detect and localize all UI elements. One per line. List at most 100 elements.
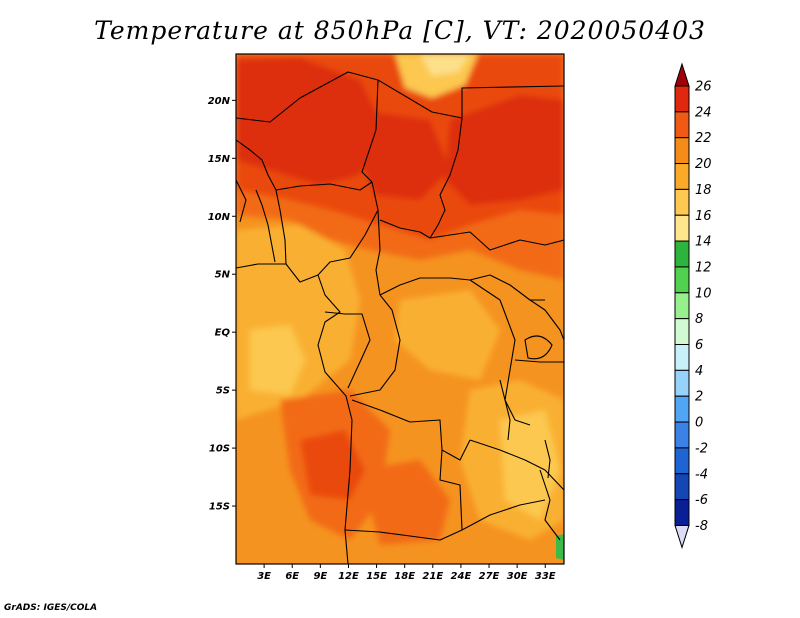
lat-tick-label: 15N <box>208 154 231 165</box>
lon-tick-label: 6E <box>285 571 299 582</box>
lon-tick-label: 24E <box>451 571 472 582</box>
border-sudan-ssudan <box>429 231 564 251</box>
border-congo-drc <box>349 294 401 397</box>
colorbar-label: -6 <box>695 493 708 508</box>
lon-tick-label: 27E <box>479 571 500 582</box>
lat-tick-label: 5N <box>215 270 231 281</box>
colorbar-box <box>674 214 690 242</box>
field-region-22-south <box>360 460 450 545</box>
border-niger-chad <box>361 79 379 183</box>
border-benin-togo <box>255 189 276 263</box>
lat-tick-label: 20N <box>208 96 231 107</box>
colorbar-label: 26 <box>695 80 712 95</box>
colorbar-label: 8 <box>695 312 703 327</box>
colorbar-box <box>674 499 690 526</box>
lat-tick-label: 15S <box>209 502 230 513</box>
border-mozambique <box>539 469 561 541</box>
colorbar-box <box>674 421 690 449</box>
colorbar-label: 24 <box>695 105 712 120</box>
temperature-field <box>236 54 564 564</box>
colorbar-bottom-triangle <box>674 524 690 550</box>
border-zambia-malawi <box>469 439 564 491</box>
lon-tick-label: 9E <box>313 571 327 582</box>
longitude-axis: 3E 6E 9E 12E 15E 18E 21E 24E 27E 30E 33E <box>257 564 556 582</box>
border-nigeria-cameroon <box>317 181 379 276</box>
colorbar-label: 22 <box>695 131 712 146</box>
border-benin-nigeria <box>275 189 287 265</box>
lat-tick-label: 10S <box>209 444 230 455</box>
colorbar-box <box>674 344 690 371</box>
coast-gulf-guinea <box>236 263 353 421</box>
coast-namibia <box>344 419 353 564</box>
field-region-16-southeast <box>500 410 560 520</box>
field-region-18-central <box>395 290 500 380</box>
colorbar-label: -4 <box>695 467 708 482</box>
border-ssudan-drc <box>469 274 545 301</box>
colorbar-box <box>674 292 690 320</box>
lon-tick-label: 33E <box>535 571 556 582</box>
colorbar-box <box>674 111 690 139</box>
border-drc-east <box>499 299 531 426</box>
lon-tick-label: 21E <box>422 571 443 582</box>
colorbar-box <box>674 85 690 113</box>
colorbar-box <box>674 137 690 165</box>
border-mali-niger <box>236 139 277 191</box>
colorbar-label: 0 <box>695 416 703 431</box>
map-title: Temperature at 850hPa [C], VT: 202005040… <box>94 16 706 45</box>
lon-tick-label: 30E <box>507 571 528 582</box>
lake-tanganyika <box>499 379 511 441</box>
lake-malawi <box>544 439 551 479</box>
border-niger-nigeria <box>275 181 373 191</box>
border-burkina <box>236 179 247 223</box>
colorbar-label: 20 <box>695 157 712 172</box>
field-region-16-coast <box>250 325 305 395</box>
field-region-26-east <box>445 95 564 205</box>
colorbar-label: 14 <box>695 235 712 250</box>
colorbar-label: 18 <box>695 183 712 198</box>
field-region-26-central <box>360 110 450 200</box>
colorbar-label: -2 <box>695 441 708 456</box>
colorbar-box <box>674 163 690 190</box>
colorbar-label: 10 <box>695 286 712 301</box>
border-tanzania <box>514 359 564 363</box>
colorbar-box <box>674 240 690 268</box>
colorbar-label: 4 <box>695 364 703 379</box>
colorbar-box <box>674 473 690 501</box>
colorbar-label: 2 <box>695 390 703 405</box>
border-gabon-congo <box>324 311 371 389</box>
border-zambia-zimbabwe <box>461 499 546 531</box>
grads-credit: GrADS: IGES/COLA <box>4 603 98 613</box>
lat-tick-label: EQ <box>215 328 231 339</box>
lat-tick-label: 5S <box>216 386 230 397</box>
colorbar-label: 12 <box>695 260 712 275</box>
lon-tick-label: 15E <box>366 571 387 582</box>
border-chad-car <box>379 219 431 239</box>
lon-tick-label: 18E <box>394 571 415 582</box>
lon-tick-label: 3E <box>257 571 271 582</box>
border-angola-namibia <box>344 529 463 541</box>
colorbar-box <box>674 369 690 397</box>
border-drc-angola <box>351 399 471 461</box>
map-frame <box>235 53 565 565</box>
colorbar-box <box>674 318 690 345</box>
field-region-12-southeast <box>556 534 564 560</box>
field-region-14-north-top <box>420 54 470 76</box>
border-uganda-kenya <box>529 299 564 341</box>
colorbar-box <box>674 266 690 294</box>
latitude-axis: 20N 15N 10N 5N EQ 5S 10S 15S <box>208 96 236 513</box>
colorbar-label: 16 <box>695 209 712 224</box>
colorbar-box <box>674 188 690 216</box>
border-chad-sudan <box>429 117 463 239</box>
border-angola-zambia <box>439 449 463 531</box>
field-region-26-west <box>236 58 380 185</box>
colorbar-box <box>674 447 690 475</box>
lat-tick-label: 10N <box>208 212 231 223</box>
colorbar-box <box>674 395 690 423</box>
colorbar-label: -8 <box>695 519 708 534</box>
lake-victoria <box>524 335 553 360</box>
border-car-drc <box>379 277 501 301</box>
border-cameroon-car <box>375 209 381 296</box>
colorbar-label: 6 <box>695 338 703 353</box>
